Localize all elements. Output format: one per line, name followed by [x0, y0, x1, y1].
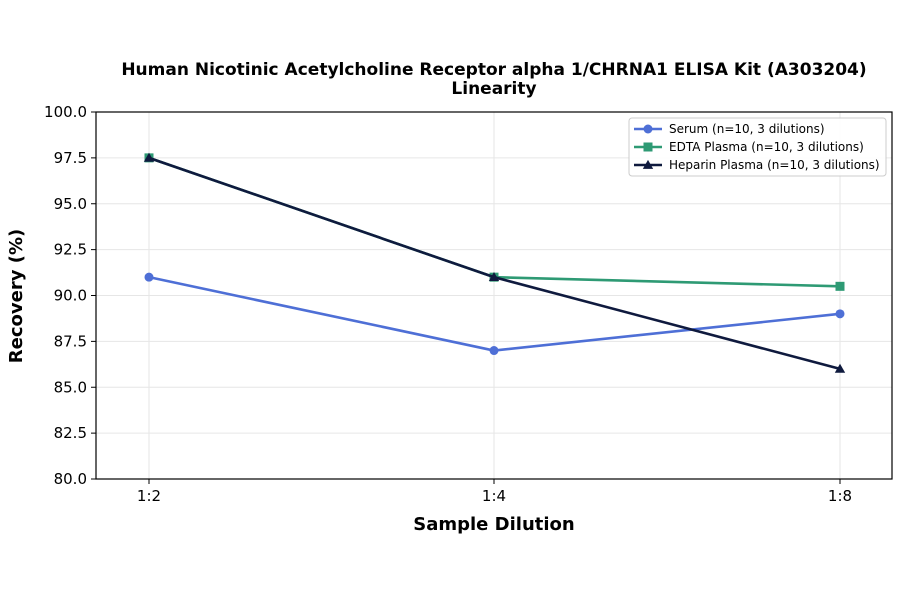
y-tick-label: 80.0 [54, 470, 87, 488]
data-point-circle [144, 272, 154, 282]
data-point-triangle [834, 363, 846, 373]
data-point-square [835, 281, 845, 291]
chart-subtitle: Linearity [451, 79, 536, 99]
y-tick-label: 90.0 [54, 287, 87, 305]
data-point-square [643, 142, 653, 152]
y-axis: 80.0 82.5 85.0 87.5 90.0 92.5 95.0 97.5 100.0 [44, 103, 96, 488]
x-axis-label: Sample Dilution [413, 514, 574, 535]
legend-box [628, 117, 887, 177]
y-tick-label: 92.5 [54, 241, 87, 259]
series-layer [143, 152, 846, 373]
legend-label: EDTA Plasma (n=10, 3 dilutions) [669, 140, 864, 154]
y-tick-label: 87.5 [54, 332, 87, 350]
series-3 [143, 152, 846, 373]
x-tick-label: 1:8 [828, 487, 852, 505]
data-point-circle [835, 309, 845, 319]
y-tick-label: 100.0 [44, 103, 87, 121]
y-tick-label: 97.5 [54, 149, 87, 167]
legend-label: Serum (n=10, 3 dilutions) [669, 122, 825, 136]
legend-label: Heparin Plasma (n=10, 3 dilutions) [669, 158, 880, 172]
series-1 [144, 272, 845, 356]
legend-item: Heparin Plasma (n=10, 3 dilutions) [634, 158, 880, 172]
x-tick-label: 1:2 [137, 487, 161, 505]
y-tick-label: 82.5 [54, 424, 87, 442]
legend: Serum (n=10, 3 dilutions) EDTA Plasma (n=… [628, 117, 887, 177]
y-axis-label: Recovery (%) [6, 229, 27, 363]
data-point-triangle [143, 152, 155, 162]
y-tick-label: 85.0 [54, 378, 87, 396]
data-point-circle [643, 124, 653, 134]
x-tick-label: 1:4 [482, 487, 506, 505]
legend-item: EDTA Plasma (n=10, 3 dilutions) [634, 140, 864, 154]
data-point-triangle [488, 271, 500, 282]
data-point-circle [489, 346, 499, 356]
y-tick-label: 95.0 [54, 195, 87, 213]
x-axis: 1:2 1:4 1:8 [137, 479, 852, 505]
data-point-triangle [642, 159, 654, 169]
chart-title: Human Nicotinic Acetylcholine Receptor a… [121, 60, 866, 80]
legend-item: Serum (n=10, 3 dilutions) [634, 122, 825, 136]
